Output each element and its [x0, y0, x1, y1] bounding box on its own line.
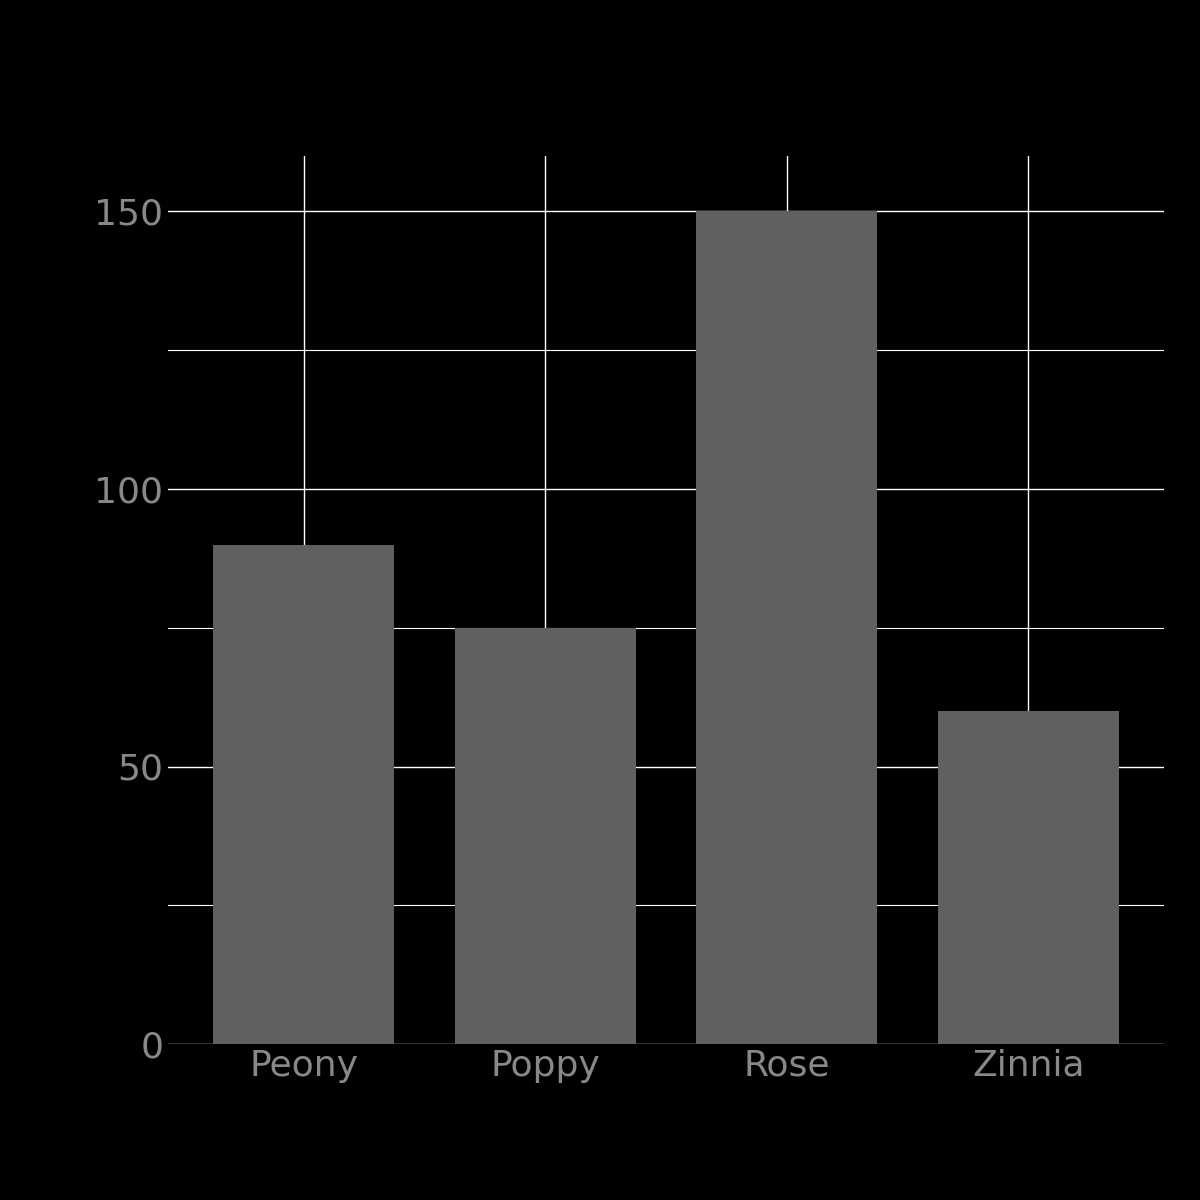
- Bar: [455, 628, 636, 1044]
- Bar: [214, 545, 395, 1044]
- Bar: [696, 211, 877, 1044]
- Bar: [937, 710, 1118, 1044]
